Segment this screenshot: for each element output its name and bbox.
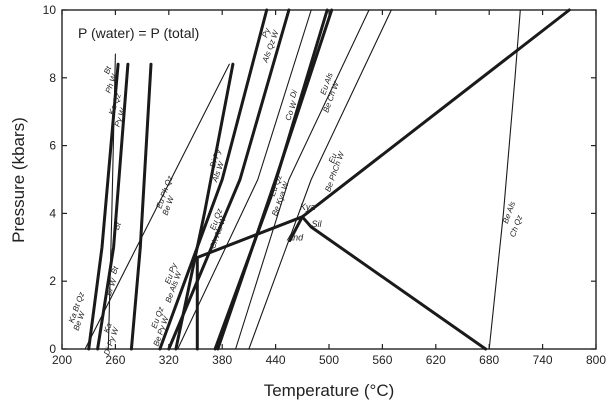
y-tick-label: 0 bbox=[49, 342, 56, 356]
reaction-curve-heavy bbox=[288, 215, 304, 242]
reaction-curve-thin bbox=[235, 9, 370, 350]
reaction-curve-heavy bbox=[96, 62, 130, 351]
phase-field-label: Sil bbox=[312, 219, 323, 229]
x-tick-label: 620 bbox=[426, 353, 446, 367]
y-axis-title: Pressure (kbars) bbox=[9, 117, 28, 243]
reaction-curve-thin bbox=[107, 53, 116, 350]
reaction-curve-heavy bbox=[167, 8, 291, 351]
y-tick-label: 2 bbox=[49, 274, 56, 288]
y-tick-label: 4 bbox=[49, 206, 56, 220]
reaction-curve-heavy bbox=[300, 215, 488, 351]
reaction-curves bbox=[84, 8, 571, 351]
x-axis-ticks: 200 260 320 380 440 500 560 620 680 740 800 bbox=[52, 10, 606, 367]
reaction-label: Di bbox=[288, 89, 299, 99]
x-tick-label: 320 bbox=[159, 353, 179, 367]
reaction-curve-thin bbox=[488, 9, 521, 350]
x-tick-label: 680 bbox=[479, 353, 499, 367]
x-tick-label: 440 bbox=[266, 353, 286, 367]
x-axis-title: Temperature (°C) bbox=[264, 381, 395, 400]
y-tick-label: 8 bbox=[49, 71, 56, 85]
phase-field-label: Kya bbox=[300, 202, 316, 212]
reaction-label: Eu bbox=[327, 152, 339, 165]
y-tick-label: 6 bbox=[49, 139, 56, 153]
reaction-label: Py bbox=[260, 26, 272, 39]
x-tick-label: 260 bbox=[105, 353, 125, 367]
x-tick-label: 560 bbox=[372, 353, 392, 367]
x-tick-label: 200 bbox=[52, 353, 72, 367]
reaction-curve-thin bbox=[84, 63, 230, 350]
y-axis-ticks: 0 2 4 6 8 10 bbox=[43, 3, 596, 356]
reaction-label: Ka bbox=[102, 321, 114, 334]
reaction-label: Bt bbox=[109, 264, 120, 275]
y-tick-label: 10 bbox=[43, 3, 57, 17]
reaction-curve-heavy bbox=[174, 62, 235, 351]
reaction-curve-thin bbox=[248, 9, 392, 350]
reaction-curve-heavy bbox=[87, 62, 120, 351]
water-pressure-annotation: P (water) = P (total) bbox=[78, 25, 199, 41]
x-tick-label: 380 bbox=[212, 353, 232, 367]
reaction-label: Bt bbox=[112, 220, 123, 231]
reaction-curve-heavy bbox=[158, 8, 269, 351]
reaction-curve-thin bbox=[177, 9, 312, 350]
phase-field-label: And bbox=[286, 233, 304, 243]
x-tick-label: 500 bbox=[319, 353, 339, 367]
reaction-label: Bt bbox=[102, 64, 113, 75]
reaction-curve-heavy bbox=[213, 8, 329, 351]
reaction-curve-heavy bbox=[129, 62, 153, 351]
x-tick-label: 740 bbox=[533, 353, 553, 367]
x-tick-label: 800 bbox=[586, 353, 606, 367]
